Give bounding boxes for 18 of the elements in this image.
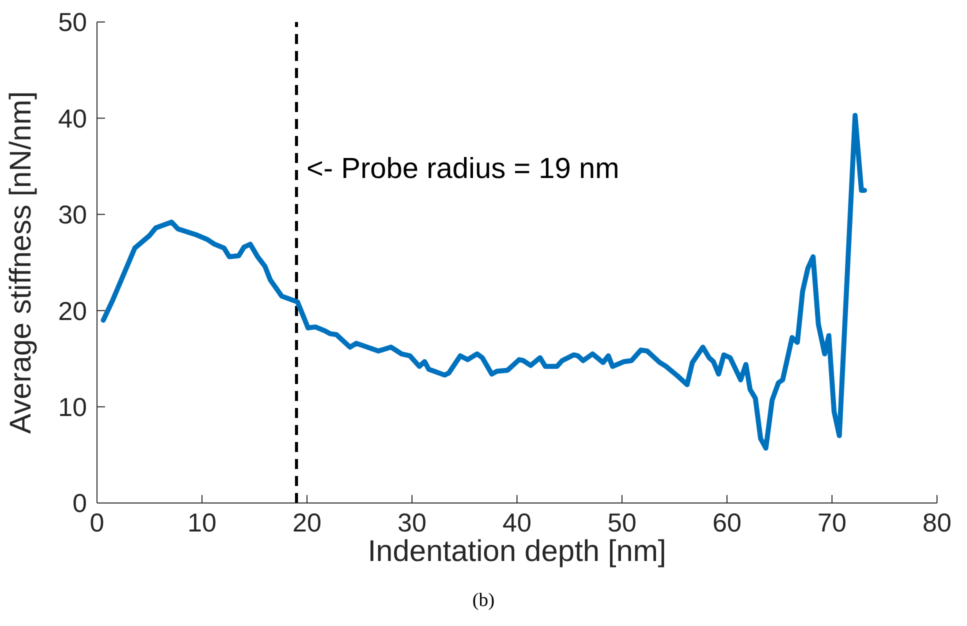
y-tick-label: 10 [58,392,87,422]
ref-line-label: <- Probe radius = 19 nm [306,153,620,185]
x-tick-label: 80 [922,507,952,538]
x-tick-label: 40 [502,507,532,538]
y-tick-label: 50 [58,7,87,38]
y-tick-label: 40 [58,103,87,134]
x-tick-label: 30 [398,507,426,538]
x-axis-title: Indentation depth [nm] [368,535,666,568]
x-tick-label: 20 [292,507,322,538]
y-axis-title: Average stiffness [nN/nm] [4,91,38,434]
x-tick-label: 60 [712,507,742,538]
y-tick-label: 20 [58,296,87,326]
y-tick-label: 0 [72,488,87,518]
x-tick-label: 50 [608,507,636,538]
x-tick-label: 10 [188,507,216,538]
x-tick-label: 70 [818,507,846,538]
y-tick-label: 30 [58,200,87,230]
text: (b) [471,590,496,612]
